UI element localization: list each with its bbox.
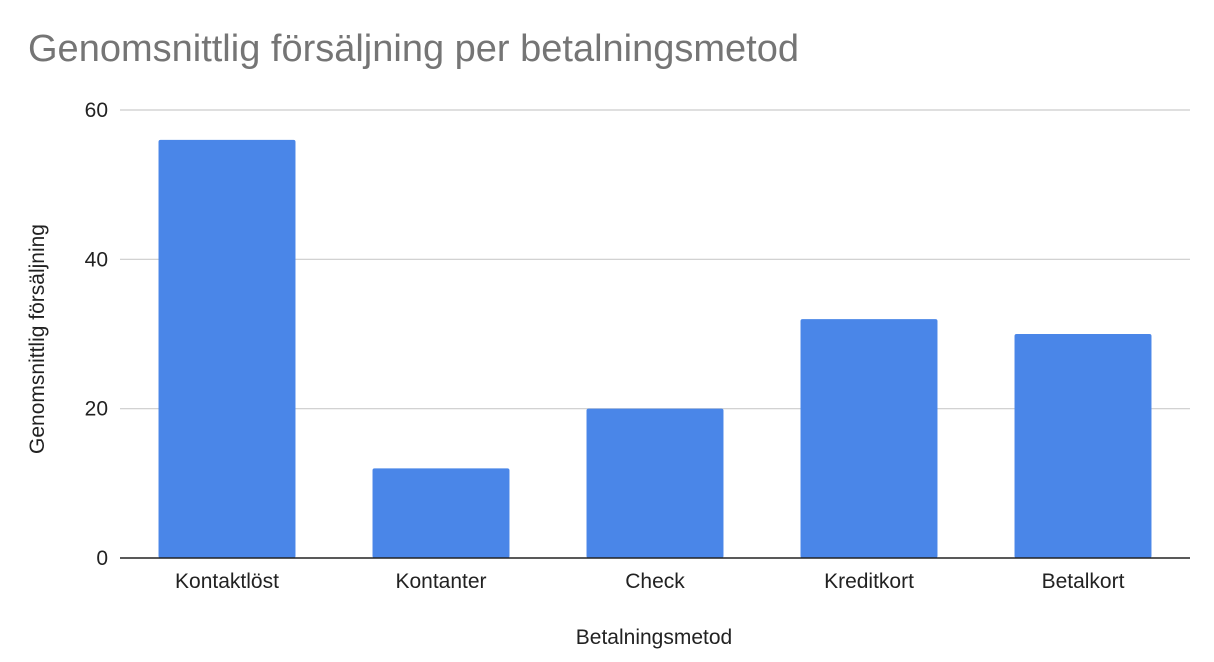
labels: 0 20 40 60 Kontaktlöst Kontanter Check Kreditko… (85, 99, 1125, 593)
bar-check (586, 408, 724, 558)
y-tick-label: 0 (96, 547, 108, 570)
x-tick-label: Kontanter (395, 570, 486, 593)
bar-kontanter (372, 468, 510, 558)
y-tick-label: 20 (85, 398, 108, 421)
x-tick-label: Check (625, 570, 685, 593)
chart-title: Genomsnittlig försäljning per betalnings… (28, 28, 799, 70)
bar-betalkort (1014, 334, 1152, 558)
bar-kreditkort (800, 319, 938, 558)
bar-kontaktlöst (158, 139, 296, 558)
x-axis-title: Betalningsmetod (576, 626, 732, 649)
y-tick-label: 60 (85, 99, 108, 122)
bars (158, 139, 1152, 558)
y-axis-title: Genomsnittlig försäljning (26, 224, 49, 454)
x-tick-label: Betalkort (1042, 570, 1125, 593)
x-tick-label: Kontaktlöst (175, 570, 279, 593)
x-tick-label: Kreditkort (824, 570, 914, 593)
y-tick-label: 40 (85, 248, 108, 271)
